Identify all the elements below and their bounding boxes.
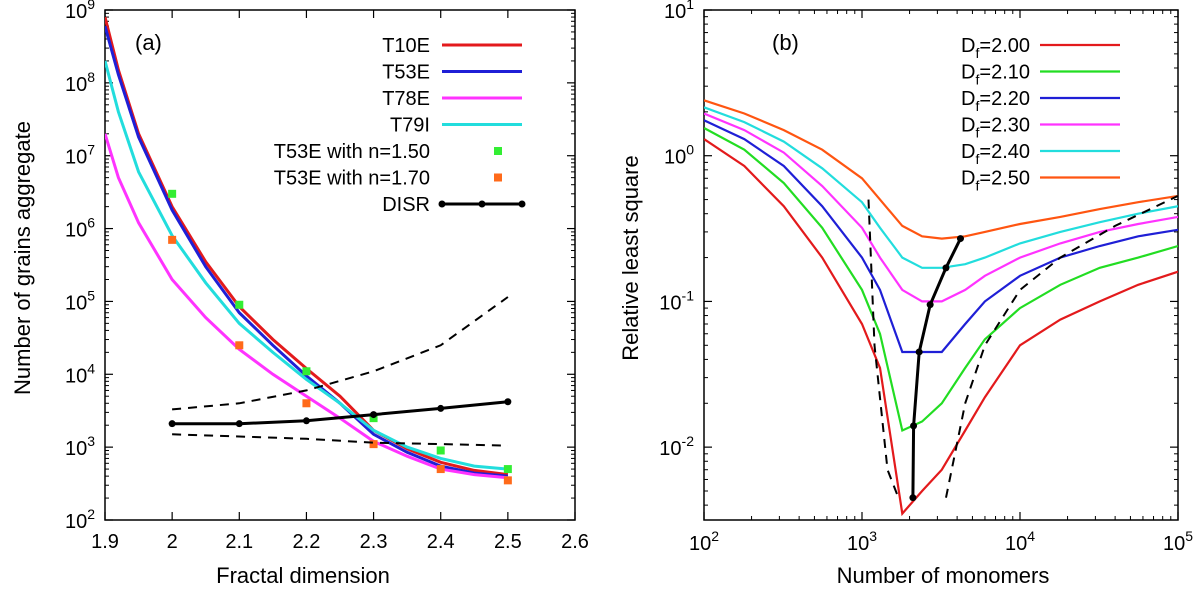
panel-a-legend-label-disr: DISR	[382, 194, 430, 216]
panel-b-chart: (b) Number of monomers Relative least sq…	[618, 0, 1193, 588]
panel-a-legend: T10E T53E T78E T79I T53E with n=1.50 T53E wit…	[274, 35, 526, 216]
panel-a-x-tick-label: 1.9	[91, 531, 119, 553]
panel-a-legend-label-t53e-with-n-1-50: T53E with n=1.50	[274, 141, 430, 163]
panel-a-label: (a)	[135, 30, 162, 55]
panel-a-y-tick-label: 106	[65, 215, 95, 242]
panel-a-y-tick-label: 108	[65, 69, 95, 96]
panel-b-y-tick-label: 101	[664, 0, 694, 23]
panel-b-line-lower-bound	[867, 199, 900, 499]
panel-b-y-tick-label: 10-2	[659, 433, 694, 460]
panel-a-legend-label-t10e: T10E	[382, 35, 430, 57]
panel-a-y-axis-title: Number of grains aggregate	[10, 121, 35, 395]
panel-a-legend-point	[478, 200, 486, 208]
panel-b-point-minimum-track	[942, 264, 950, 272]
panel-a-marker-t53e-with-n-1-70	[369, 440, 378, 449]
panel-a-point-disr	[437, 404, 445, 412]
panel-a-line-t79i	[105, 60, 509, 471]
panel-a-x-tick-label: 2.4	[427, 531, 455, 553]
panel-b-legend-label: Df=2.50	[961, 168, 1030, 194]
panel-b-x-tick-label: 104	[1005, 528, 1035, 555]
panel-b-line-df-2-00	[704, 138, 1178, 517]
panel-b-line-df-2-50	[704, 99, 1178, 240]
panel-a-line-t78e	[105, 133, 509, 480]
panel-b-point-minimum-track	[915, 348, 923, 356]
panel-a-legend-label-t78e: T78E	[382, 88, 430, 110]
panel-a-x-tick-label: 2.2	[293, 531, 321, 553]
panel-b-y-tick-label: 100	[664, 142, 694, 169]
panel-a-line-disr-upper-bound	[172, 296, 509, 411]
panel-b-point-minimum-track	[909, 494, 917, 502]
panel-b-x-axis-title: Number of monomers	[837, 563, 1050, 588]
panel-a-point-disr	[168, 420, 176, 428]
panel-a-legend-point	[518, 200, 526, 208]
panel-a-point-disr	[504, 398, 512, 406]
panel-b-line-minimum-track	[911, 237, 962, 498]
panel-a-x-axis-title: Fractal dimension	[216, 563, 390, 588]
panel-a-x-tick-label: 2.1	[225, 531, 253, 553]
panel-b-plot-area	[704, 99, 1178, 517]
panel-b-legend-label: Df=2.20	[961, 88, 1030, 114]
panel-a-x-tick-label: 2.6	[561, 531, 589, 553]
panel-a-marker-t53e-with-n-1-50	[235, 300, 244, 309]
panel-b-y-tick-label: 10-1	[659, 287, 694, 314]
panel-b-plot-frame	[703, 9, 1179, 521]
panel-a-point-disr	[370, 411, 378, 419]
panel-a-y-tick-label: 107	[65, 142, 95, 169]
panel-b-line-upper-bound	[945, 194, 1178, 498]
panel-a-plot-area	[105, 16, 512, 485]
panel-b-line-df-2-10	[704, 127, 1178, 433]
panel-a-marker-t53e-with-n-1-50	[436, 446, 445, 455]
panel-b-point-minimum-track	[926, 301, 934, 309]
panel-b-y-axis-title: Relative least square	[618, 155, 643, 360]
panel-a-marker-t53e-with-n-1-50	[168, 189, 177, 198]
panel-a-y-tick-label: 102	[65, 506, 95, 533]
panel-b-line-df-2-40	[704, 106, 1178, 269]
panel-a-legend-label-t79i: T79I	[390, 115, 430, 137]
panel-a-plot-frame	[104, 9, 576, 521]
panel-b-legend-label: Df=2.40	[961, 141, 1030, 167]
panel-a-legend-swatch-t53e-with-n-1-50	[494, 147, 502, 155]
panel-a-marker-t53e-with-n-1-70	[235, 341, 244, 350]
panel-b-legend-label: Df=2.10	[961, 62, 1030, 88]
panel-b-x-tick-label: 103	[847, 528, 877, 555]
panel-a-legend-label-t53e: T53E	[382, 62, 430, 84]
panel-a-point-disr	[235, 420, 243, 428]
panel-b-label: (b)	[772, 30, 799, 55]
panel-a-chart: (a) Fractal dimension Number of grains a…	[10, 0, 589, 588]
panel-b-legend-label: Df=2.00	[961, 35, 1030, 61]
panel-b-x-tick-label: 102	[689, 528, 719, 555]
panel-a-x-tick-label: 2.3	[360, 531, 388, 553]
panel-a-marker-t53e-with-n-1-70	[302, 399, 311, 408]
panel-a-legend-point	[438, 200, 446, 208]
panel-a-legend-label-t53e-with-n-1-70: T53E with n=1.70	[274, 168, 430, 190]
panel-b-x-tick-label: 105	[1163, 528, 1193, 555]
panel-b-point-minimum-track	[956, 235, 964, 243]
panel-a-marker-t53e-with-n-1-70	[503, 476, 512, 485]
panel-a-line-disr-lower-bound	[172, 433, 508, 447]
panel-a-marker-t53e-with-n-1-50	[503, 465, 512, 474]
panel-b-legend-label: Df=2.30	[961, 115, 1030, 141]
panel-a-point-disr	[302, 417, 310, 425]
panel-a-x-tick-label: 2	[167, 531, 178, 553]
panel-b-line-df-2-20	[704, 119, 1178, 354]
panel-a-x-tick-label: 2.5	[494, 531, 522, 553]
panel-a-line-disr	[172, 400, 509, 426]
panel-a-marker-t53e-with-n-1-50	[302, 367, 311, 376]
panel-b-legend: Df=2.00Df=2.10Df=2.20Df=2.30Df=2.40Df=2.…	[961, 35, 1120, 194]
panel-a-y-tick-label: 104	[65, 360, 95, 387]
panel-a-marker-t53e-with-n-1-70	[168, 235, 177, 244]
panel-a-line-t53e	[105, 25, 509, 478]
panel-b-point-minimum-track	[910, 422, 918, 430]
panel-a-y-tick-label: 105	[65, 287, 95, 314]
panel-a-y-tick-label: 109	[65, 0, 95, 23]
panel-a-y-tick-label: 103	[65, 433, 95, 460]
panel-a-marker-t53e-with-n-1-50	[369, 414, 378, 423]
panel-a-legend-swatch-t53e-with-n-1-70	[494, 173, 502, 182]
panel-a-marker-t53e-with-n-1-70	[436, 465, 445, 474]
